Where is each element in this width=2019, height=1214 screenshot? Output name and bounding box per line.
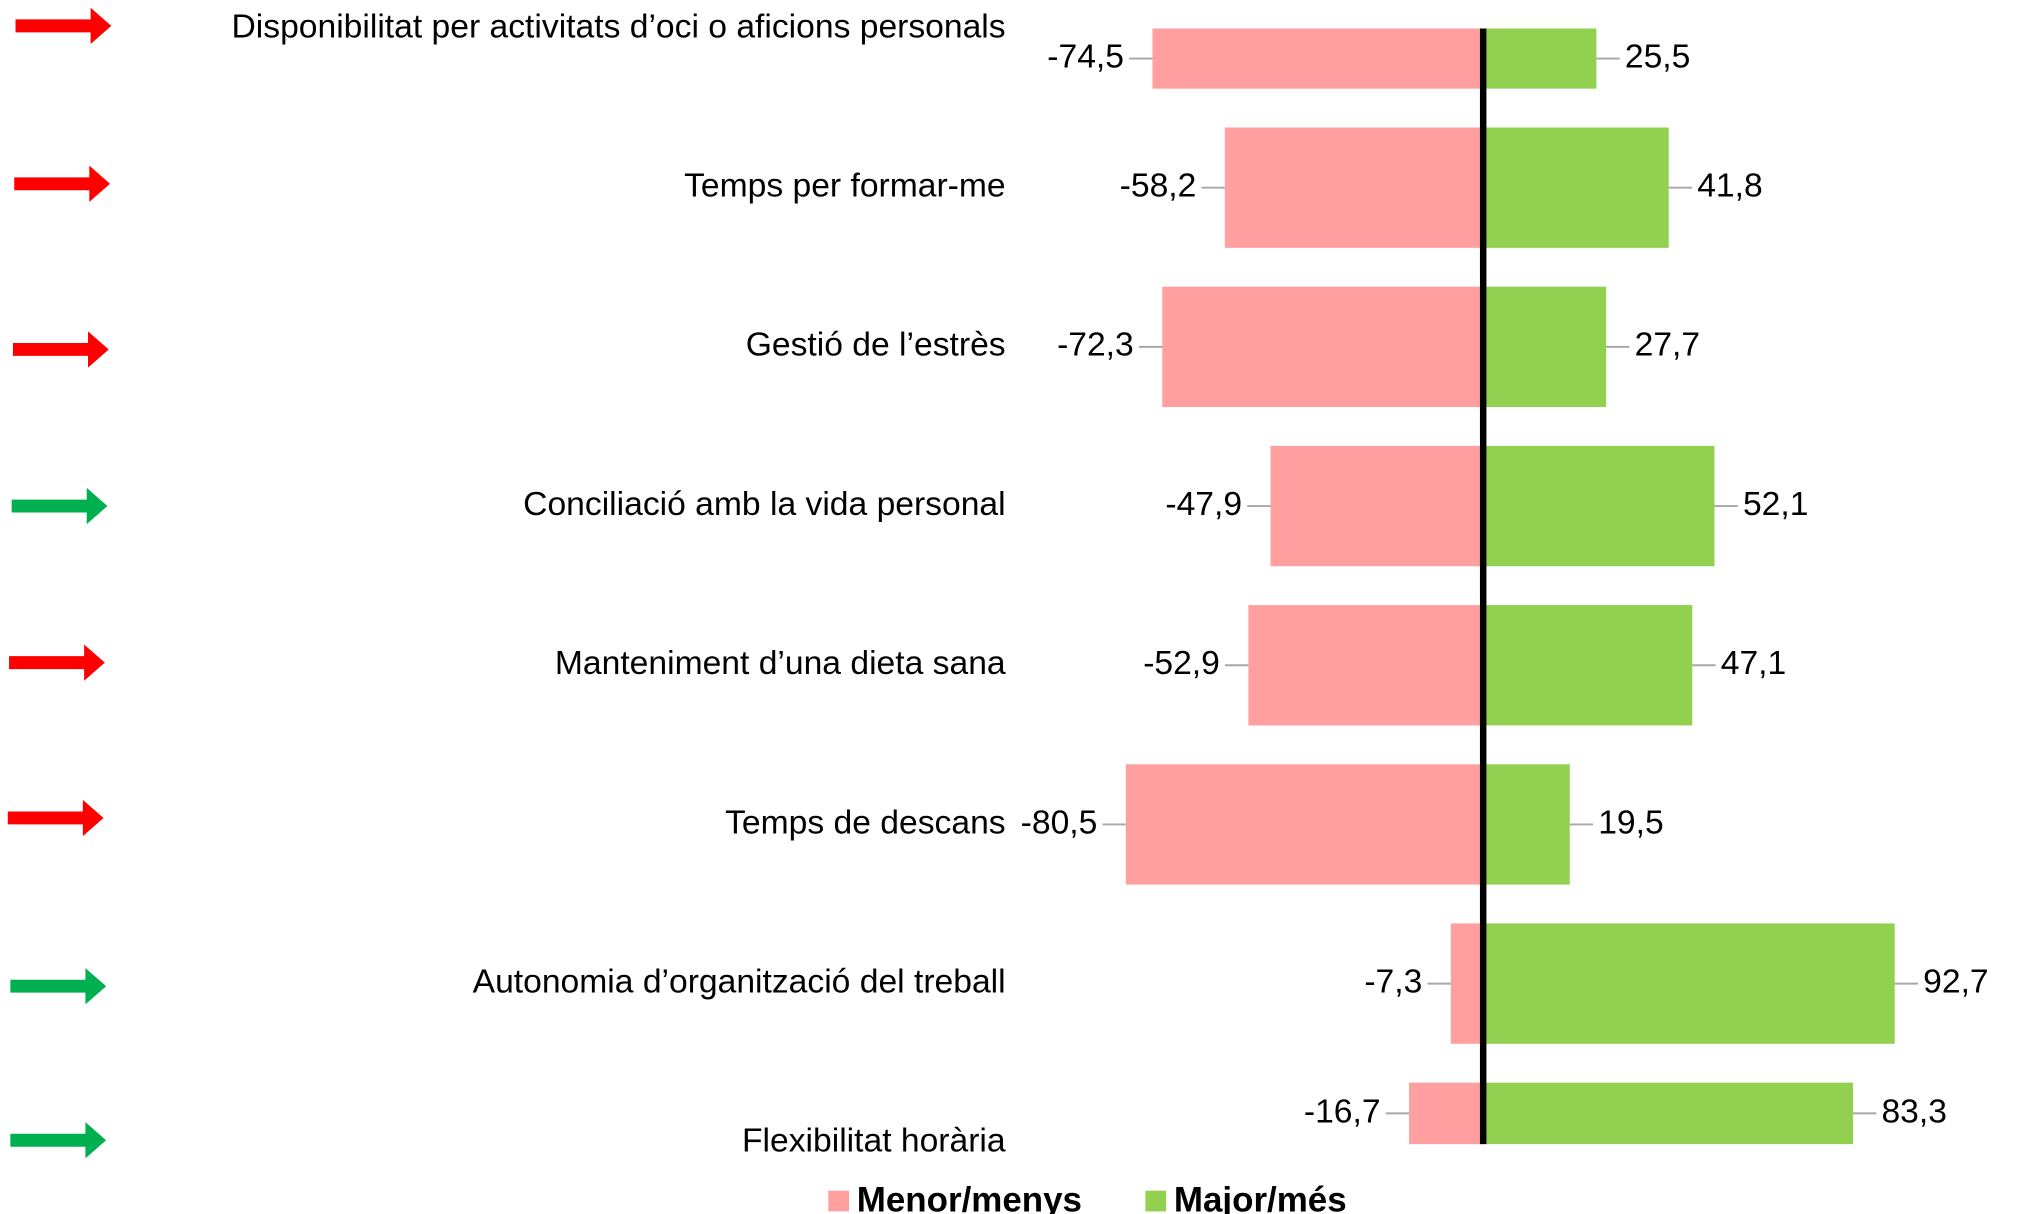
legend-label: Major/més xyxy=(1174,1181,1347,1214)
value-label: 47,1 xyxy=(1721,645,1786,682)
bars xyxy=(1125,28,1895,1145)
category-label: Temps per formar-me xyxy=(684,168,1006,205)
value-label: -52,9 xyxy=(1143,645,1220,682)
arrows xyxy=(7,7,112,1159)
bar xyxy=(1224,127,1484,248)
category-label: Temps de descans xyxy=(725,804,1006,841)
value-label: -58,2 xyxy=(1120,168,1197,205)
arrow-green xyxy=(10,968,107,1005)
bar xyxy=(1162,286,1484,408)
legend-label: Menor/menys xyxy=(857,1181,1082,1214)
value-label: 83,3 xyxy=(1881,1093,1946,1130)
bar xyxy=(1483,923,1895,1044)
category-label: Gestió de l’estrès xyxy=(746,327,1006,364)
bar xyxy=(1152,28,1484,89)
bar xyxy=(1483,127,1669,248)
value-label: 27,7 xyxy=(1635,327,1700,364)
bar xyxy=(1409,1082,1484,1145)
value-label: 52,1 xyxy=(1743,486,1808,523)
bar xyxy=(1483,286,1607,408)
bar xyxy=(1270,445,1484,567)
arrow-green xyxy=(10,1122,107,1159)
arrow-red xyxy=(14,165,111,202)
category-label: Flexibilitat horària xyxy=(742,1123,1006,1160)
value-label: 19,5 xyxy=(1598,804,1663,841)
bar xyxy=(1483,1082,1853,1145)
bar xyxy=(1248,605,1484,726)
value-label: -16,7 xyxy=(1304,1093,1381,1130)
value-label: -47,9 xyxy=(1165,486,1242,523)
value-label: 92,7 xyxy=(1923,964,1988,1001)
legend-swatch xyxy=(1145,1190,1167,1212)
arrow-red xyxy=(12,331,109,368)
arrow-red xyxy=(9,644,105,681)
category-label: Conciliació amb la vida personal xyxy=(523,486,1005,523)
bar xyxy=(1450,923,1484,1044)
bar xyxy=(1125,764,1484,885)
value-label: -74,5 xyxy=(1047,38,1124,75)
category-label: Manteniment d’una dieta sana xyxy=(555,645,1006,682)
value-label: -7,3 xyxy=(1364,964,1422,1001)
category-label: Autonomia d’organització del treball xyxy=(473,964,1006,1001)
bar xyxy=(1483,605,1693,726)
value-label: 25,5 xyxy=(1625,38,1690,75)
bar xyxy=(1483,28,1597,89)
bar xyxy=(1483,764,1570,885)
value-label: 41,8 xyxy=(1697,168,1762,205)
arrow-red xyxy=(15,7,112,45)
legend-swatch xyxy=(828,1190,850,1212)
arrow-red xyxy=(7,799,104,837)
value-label: -80,5 xyxy=(1021,804,1098,841)
value-label: -72,3 xyxy=(1057,327,1134,364)
bar xyxy=(1483,445,1715,567)
arrow-green xyxy=(11,487,108,525)
category-label: Disponibilitat per activitats d’oci o af… xyxy=(231,8,1005,45)
